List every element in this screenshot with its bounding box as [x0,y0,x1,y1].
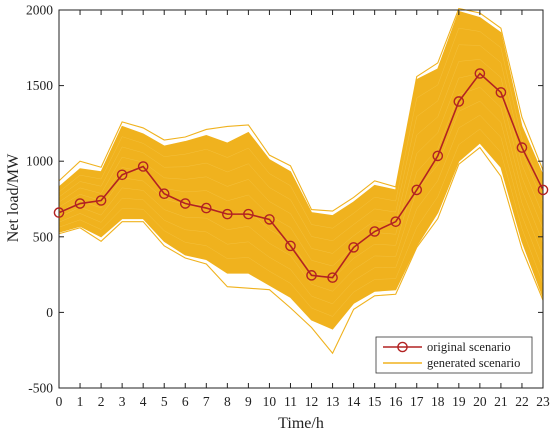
generated-scenario-line [58,59,544,254]
legend-original-label: original scenario [427,340,511,354]
x-tick-label: 20 [473,394,487,409]
y-tick-label: 0 [46,305,53,320]
x-tick-label: 5 [161,394,168,409]
x-tick-label: 19 [452,394,466,409]
original-scenario-point [327,272,338,283]
generated-scenario-line [58,27,544,229]
generated-scenario-band [58,7,544,355]
x-tick-label: 8 [224,394,231,409]
generated-scenario-line [58,123,544,313]
x-tick-label: 12 [305,394,319,409]
original-scenario-point [74,198,86,209]
y-axis-label: Net load/MW [5,153,22,242]
x-tick-label: 9 [245,394,252,409]
generated-scenario-line [58,44,544,242]
original-scenario-point [369,226,380,237]
x-tick-label: 4 [140,394,147,409]
y-tick-label: -500 [28,381,53,396]
original-scenario-point [348,242,359,253]
original-scenario-point [432,150,444,162]
x-tick-label: 10 [263,394,277,409]
original-scenario-point [116,169,128,181]
original-scenario-point [474,68,486,79]
generated-scenario-line [58,15,544,220]
generated-scenario-line [58,100,544,292]
y-tick-label: 500 [33,229,54,244]
x-tick-label: 3 [119,394,126,409]
original-scenario-point [243,208,254,220]
original-scenario-line [58,72,544,279]
x-tick-label: 16 [389,394,403,409]
generated-scenario-line [58,73,544,267]
original-scenario-point [495,87,507,98]
x-tick-label: 6 [182,394,189,409]
original-scenario-point [179,198,191,209]
original-scenario-series [53,68,549,283]
x-tick-label: 2 [98,394,105,409]
generated-scenario-line [58,128,544,317]
original-scenario-point [95,195,107,206]
x-tick-label: 17 [410,394,424,409]
y-tick-label: 1000 [26,154,53,169]
y-tick-label: 2000 [26,3,53,18]
generated-scenario-line [58,114,544,305]
x-tick-label: 14 [347,394,361,409]
axes: 0 1 2 3 4 5 6 7 8 9 10 11 12 13 14 15 16 17 18 19 20 21 22 23-5… [26,3,550,410]
y-tick-label: 1500 [26,78,53,93]
x-tick-label: 23 [536,394,550,409]
original-scenario-point [390,216,401,227]
x-tick-label: 7 [203,394,210,409]
original-scenario-point [137,161,149,172]
original-scenario-point [222,208,233,220]
x-tick-label: 15 [368,394,382,409]
generated-scenario-line [58,132,544,321]
legend: original scenario generated scenario [375,336,533,374]
generated-scenario-line [58,146,544,355]
original-scenario-point [306,270,317,281]
generated-scenario-line [58,86,544,279]
x-tick-label: 13 [326,394,340,409]
original-scenario-point [158,188,170,200]
x-axis-label: Time/h [278,415,324,432]
generated-scenario-line [58,7,544,212]
original-scenario-point [453,96,465,107]
x-tick-label: 18 [431,394,445,409]
original-scenario-point [201,202,212,214]
original-scenario-point [537,184,549,196]
original-scenario-point [516,142,528,153]
legend-original-marker [397,341,408,353]
x-tick-label: 1 [77,394,84,409]
x-tick-label: 21 [494,394,508,409]
x-tick-label: 0 [56,394,63,409]
x-tick-label: 22 [515,394,529,409]
original-scenario-point [53,207,65,218]
plot-frame [58,9,544,389]
original-scenario-point [411,184,423,196]
original-scenario-point [285,240,296,252]
x-tick-label: 11 [284,394,297,409]
original-scenario-point [264,214,275,225]
legend-generated-label: generated scenario [427,356,520,370]
